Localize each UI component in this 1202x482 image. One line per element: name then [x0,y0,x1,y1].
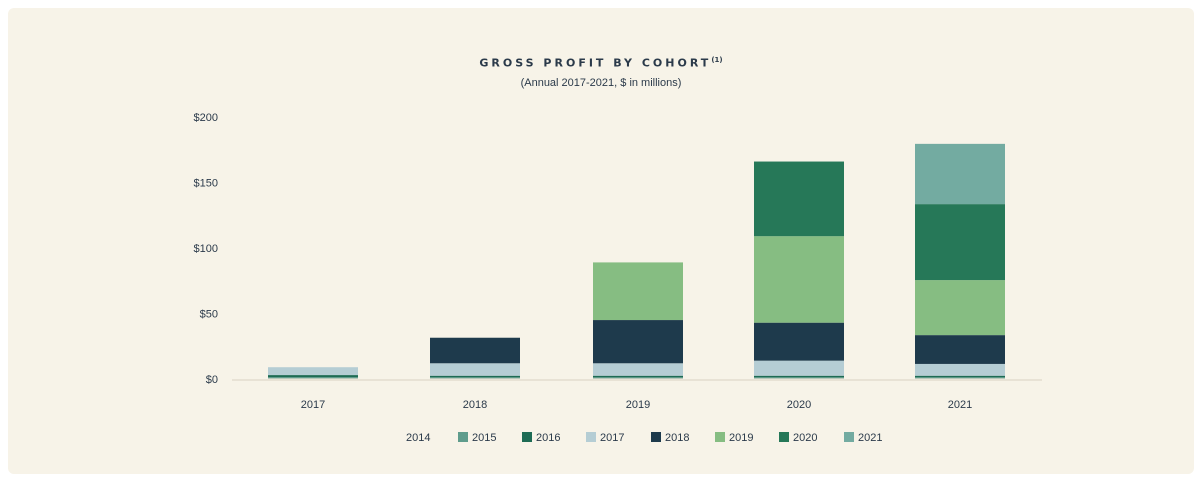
bar-segment-2019-cohort-2019 [593,262,683,321]
bar-segment-2020-cohort-2018 [754,322,844,361]
bar-segment-2020-cohort-2014 [754,378,844,379]
y-tick-label: $0 [206,374,218,386]
legend-label-2019: 2019 [729,432,753,444]
x-tick-label: 2018 [463,399,487,411]
x-tick-label: 2017 [301,399,325,411]
bar-segment-2021-cohort-2016 [915,375,1005,378]
x-tick-label: 2020 [787,399,811,411]
y-tick-label: $150 [194,178,218,190]
y-tick-label: $200 [194,112,218,124]
bar-segment-2021-cohort-2017 [915,363,1005,376]
bar-segment-2017-cohort-2015 [268,377,358,379]
legend-swatch-2017 [586,432,596,442]
y-tick-label: $50 [200,309,218,321]
legend-swatch-2018 [651,432,661,442]
legend-swatch-2015 [458,432,468,442]
chart-title: GROSS PROFIT BY COHORT(1) [0,56,1202,70]
bar-segment-2018-cohort-2015 [430,377,520,379]
bar-segment-2018-cohort-2014 [430,378,520,379]
bar-segment-2020-cohort-2020 [754,161,844,237]
bar-segment-2021-cohort-2020 [915,204,1005,281]
bar-segment-2021-cohort-2015 [915,377,1005,379]
bar-segment-2019-cohort-2018 [593,320,683,364]
bar-segment-2019-cohort-2015 [593,377,683,379]
bar-segment-2018-cohort-2016 [430,375,520,378]
legend-swatch-2020 [779,432,789,442]
bar-segment-2019-cohort-2016 [593,375,683,378]
bar-segment-2017-cohort-2016 [268,375,358,378]
legend-swatch-2021 [844,432,854,442]
bar-segment-2021-cohort-2014 [915,378,1005,379]
bar-segment-2021-cohort-2019 [915,280,1005,336]
bar-segment-2020-cohort-2017 [754,360,844,376]
legend-swatch-2016 [522,432,532,442]
y-tick-label: $100 [194,243,218,255]
chart-subtitle: (Annual 2017-2021, $ in millions) [520,77,682,89]
legend-label-2020: 2020 [793,432,817,444]
bar-segment-2019-cohort-2017 [593,363,683,376]
bar-segment-2020-cohort-2015 [754,377,844,379]
legend-label-2021: 2021 [858,432,882,444]
bar-segment-2018-cohort-2017 [430,363,520,376]
x-tick-label: 2019 [626,399,650,411]
bar-segment-2017-cohort-2017 [268,367,358,376]
bar-segment-2018-cohort-2018 [430,337,520,364]
bar-segment-2020-cohort-2019 [754,236,844,323]
legend-label-2014: 2014 [406,432,430,444]
bar-segment-2017-cohort-2014 [268,378,358,379]
legend-swatch-2019 [715,432,725,442]
chart-title-text: GROSS PROFIT BY COHORT [479,56,712,70]
legend-label-2018: 2018 [665,432,689,444]
legend-label-2015: 2015 [472,432,496,444]
bar-segment-2021-cohort-2021 [915,143,1005,205]
bar-segment-2019-cohort-2014 [593,378,683,379]
bar-segment-2020-cohort-2016 [754,375,844,378]
legend-label-2017: 2017 [600,432,624,444]
x-tick-label: 2021 [948,399,972,411]
legend-label-2016: 2016 [536,432,560,444]
chart-title-footnote: (1) [711,56,723,64]
bar-segment-2021-cohort-2018 [915,335,1005,364]
